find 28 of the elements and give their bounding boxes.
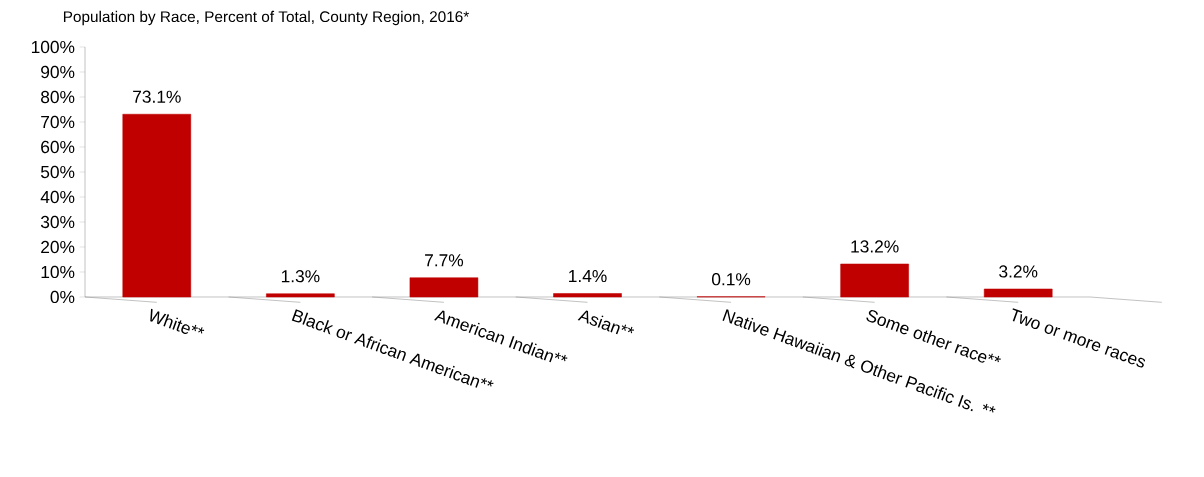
bar xyxy=(122,113,192,298)
y-tick-label: 10% xyxy=(41,265,75,279)
data-label: 1.3% xyxy=(281,270,320,283)
bar xyxy=(409,277,479,298)
bar xyxy=(983,288,1053,298)
data-label: 7.7% xyxy=(425,254,464,267)
bar xyxy=(840,263,909,298)
x-tick-label: Asian** xyxy=(577,310,634,335)
data-label: 73.1% xyxy=(133,90,181,103)
y-tick-label: 20% xyxy=(41,240,75,254)
x-tick-label: Two or more races xyxy=(1012,308,1146,368)
bar xyxy=(553,293,622,298)
y-tick-label: 70% xyxy=(41,115,75,129)
y-tick-label: 0% xyxy=(50,290,75,304)
data-label: 3.2% xyxy=(999,265,1038,278)
data-label: 0.1% xyxy=(711,273,751,286)
y-tick-label: 50% xyxy=(40,165,75,179)
y-tick-label: 80% xyxy=(41,90,75,104)
y-tick-label: 40% xyxy=(40,190,75,204)
chart-title: Population by Race, Percent of Total, County Region, 2016* xyxy=(63,10,469,26)
data-label: 13.2% xyxy=(851,240,899,253)
x-tick-label: White** xyxy=(150,308,205,334)
y-tick-label: 90% xyxy=(41,65,75,79)
bar xyxy=(266,293,335,298)
y-tick-label: 100% xyxy=(31,40,75,54)
y-tick-label: 30% xyxy=(40,215,75,229)
data-label: 1.4% xyxy=(569,269,607,283)
y-tick-label: 60% xyxy=(41,140,75,154)
